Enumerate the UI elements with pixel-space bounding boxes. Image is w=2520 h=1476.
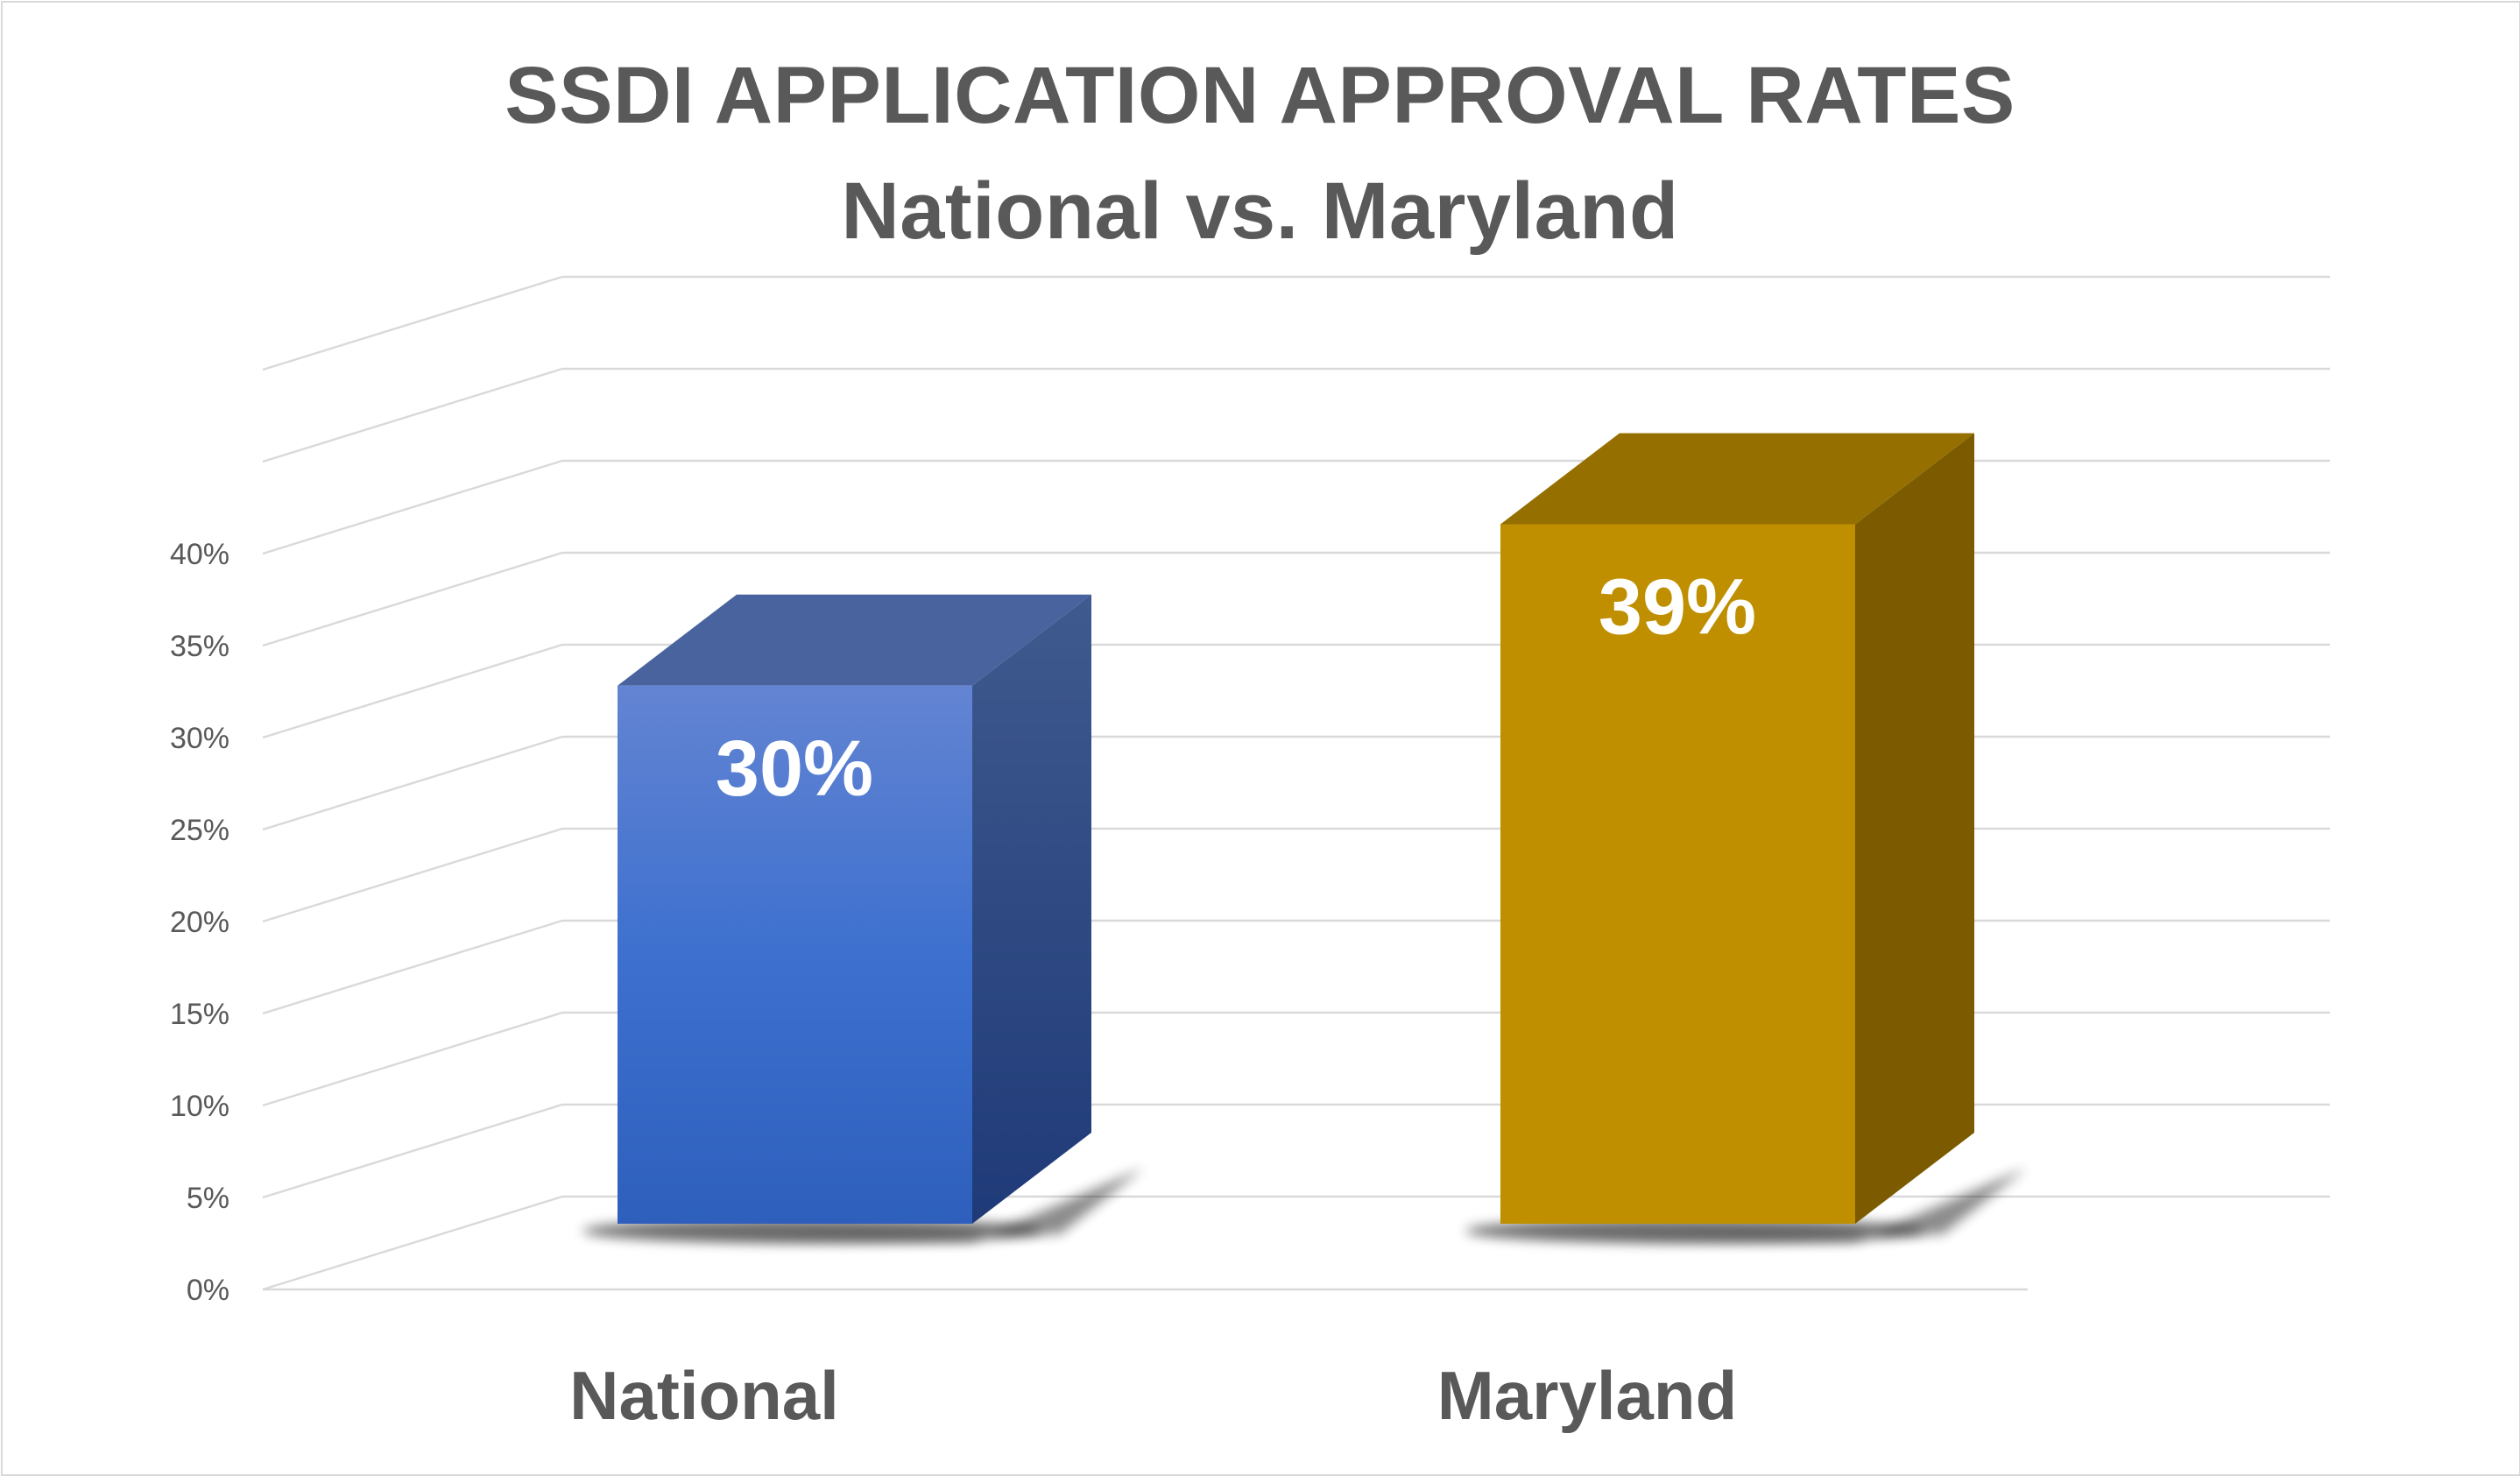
y-tick-label: 40% <box>170 538 229 571</box>
category-label-maryland: Maryland <box>1437 1357 1737 1434</box>
gridline-diagonal <box>262 1011 563 1107</box>
bar-side-national <box>972 594 1091 1224</box>
category-label-national: National <box>569 1357 839 1434</box>
chart-subtitle: National vs. Maryland <box>841 166 1679 256</box>
chart-title: SSDI APPLICATION APPROVAL RATES <box>505 51 2015 140</box>
y-tick-label: 25% <box>170 814 229 847</box>
gridlines <box>262 275 2330 1291</box>
bar-top-national <box>618 594 1091 686</box>
category-labels: National Maryland <box>569 1357 1737 1434</box>
gridline-diagonal <box>262 643 563 739</box>
gridline-diagonal <box>262 459 563 555</box>
y-tick-label: 10% <box>170 1090 229 1123</box>
gridline-diagonal <box>262 827 563 923</box>
y-tick-label: 0% <box>187 1274 229 1307</box>
gridline-diagonal <box>262 1195 563 1291</box>
bar-maryland <box>1500 524 1855 1224</box>
bars: 30% 39% <box>574 433 2027 1243</box>
bar-national <box>618 685 972 1224</box>
y-tick-label: 15% <box>170 998 229 1031</box>
y-tick-label: 35% <box>170 630 229 663</box>
gridline-diagonal <box>262 919 563 1015</box>
data-label-maryland: 39% <box>1599 563 1756 651</box>
gridline-diagonal <box>262 367 563 463</box>
gridline-diagonal <box>262 1103 563 1199</box>
y-tick-label: 5% <box>187 1182 229 1215</box>
gridline-diagonal <box>262 275 563 371</box>
bar-top-maryland <box>1500 433 1974 525</box>
data-label-national: 30% <box>716 725 873 813</box>
gridline-diagonal <box>262 551 563 647</box>
y-axis-tick-labels: 0% 5% 10% 15% 20% 25% 30% 35% 40% <box>170 538 229 1307</box>
bar-side-maryland <box>1855 433 1974 1225</box>
gridline-diagonal <box>262 735 563 831</box>
y-tick-label: 20% <box>170 906 229 939</box>
y-tick-label: 30% <box>170 722 229 755</box>
